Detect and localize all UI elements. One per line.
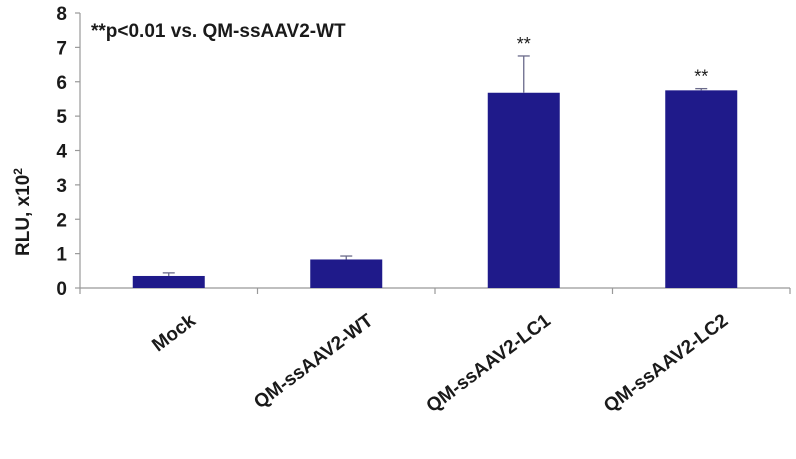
y-tick-label: 5 [56,107,67,128]
y-tick-label: 1 [56,245,67,266]
bar-qm-ssaav2-lc1 [487,92,560,288]
error-bars [162,55,708,276]
y-axis-title-exponent: 2 [11,168,25,175]
y-axis-title: RLU, x102 [11,168,34,256]
y-tick-label: 8 [56,4,67,25]
category-labels: Mock QM-ssAAV2-WT QM-ssAAV2-LC1 QM-ssAAV2-L… [148,310,732,417]
chart-bars [132,90,738,288]
significance-marker: ** [517,34,531,54]
x-category-label: QM-ssAAV2-WT [250,310,377,413]
bar-mock [132,275,205,288]
y-axis-ticks: 0 1 2 3 4 5 6 7 8 [56,4,80,300]
bar-qm-ssaav2-wt [310,259,383,288]
y-axis-title-main: RLU, x10 [13,175,34,256]
y-tick-label: 6 [56,73,67,94]
x-category-label: QM-ssAAV2-LC1 [423,310,555,417]
x-category-label: QM-ssAAV2-LC2 [600,310,732,417]
y-tick-label: 3 [56,176,67,197]
significance-marker: ** [694,67,708,87]
x-category-label: Mock [148,310,200,356]
y-tick-label: 7 [56,38,67,59]
y-tick-label: 4 [56,142,67,163]
significance-markers: ** ** [517,34,709,87]
y-tick-label: 0 [56,279,67,300]
significance-annotation: **p<0.01 vs. QM-ssAAV2-WT [91,21,346,42]
y-tick-label: 2 [56,210,67,231]
bar-qm-ssaav2-lc2 [665,90,738,288]
